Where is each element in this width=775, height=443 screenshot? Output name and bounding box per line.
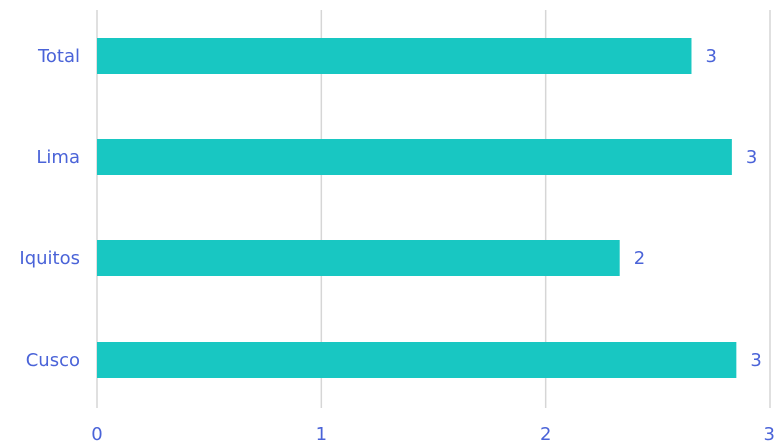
bar-lima: [97, 139, 732, 175]
grid-lines: [96, 10, 771, 408]
category-label: Iquitos: [19, 248, 80, 269]
data-label: 3: [750, 350, 761, 371]
bar-iquitos: [97, 240, 620, 276]
x-tick-label: 3: [764, 424, 775, 443]
bars: [97, 38, 737, 378]
category-label: Cusco: [26, 350, 80, 371]
category-label: Total: [37, 46, 80, 67]
x-tick-label: 1: [316, 424, 327, 443]
x-tick-label: 2: [540, 424, 551, 443]
data-label: 2: [634, 248, 645, 269]
data-label: 3: [746, 147, 757, 168]
x-axis-ticks: 0 1 2 3: [91, 424, 775, 443]
bar-cusco: [97, 342, 737, 378]
bar-total: [97, 38, 692, 74]
data-label: 3: [705, 46, 716, 67]
category-labels: Total Lima Iquitos Cusco: [19, 46, 80, 371]
x-tick-label: 0: [91, 424, 102, 443]
data-labels: 3 3 2 3: [634, 46, 762, 371]
category-label: Lima: [36, 147, 80, 168]
